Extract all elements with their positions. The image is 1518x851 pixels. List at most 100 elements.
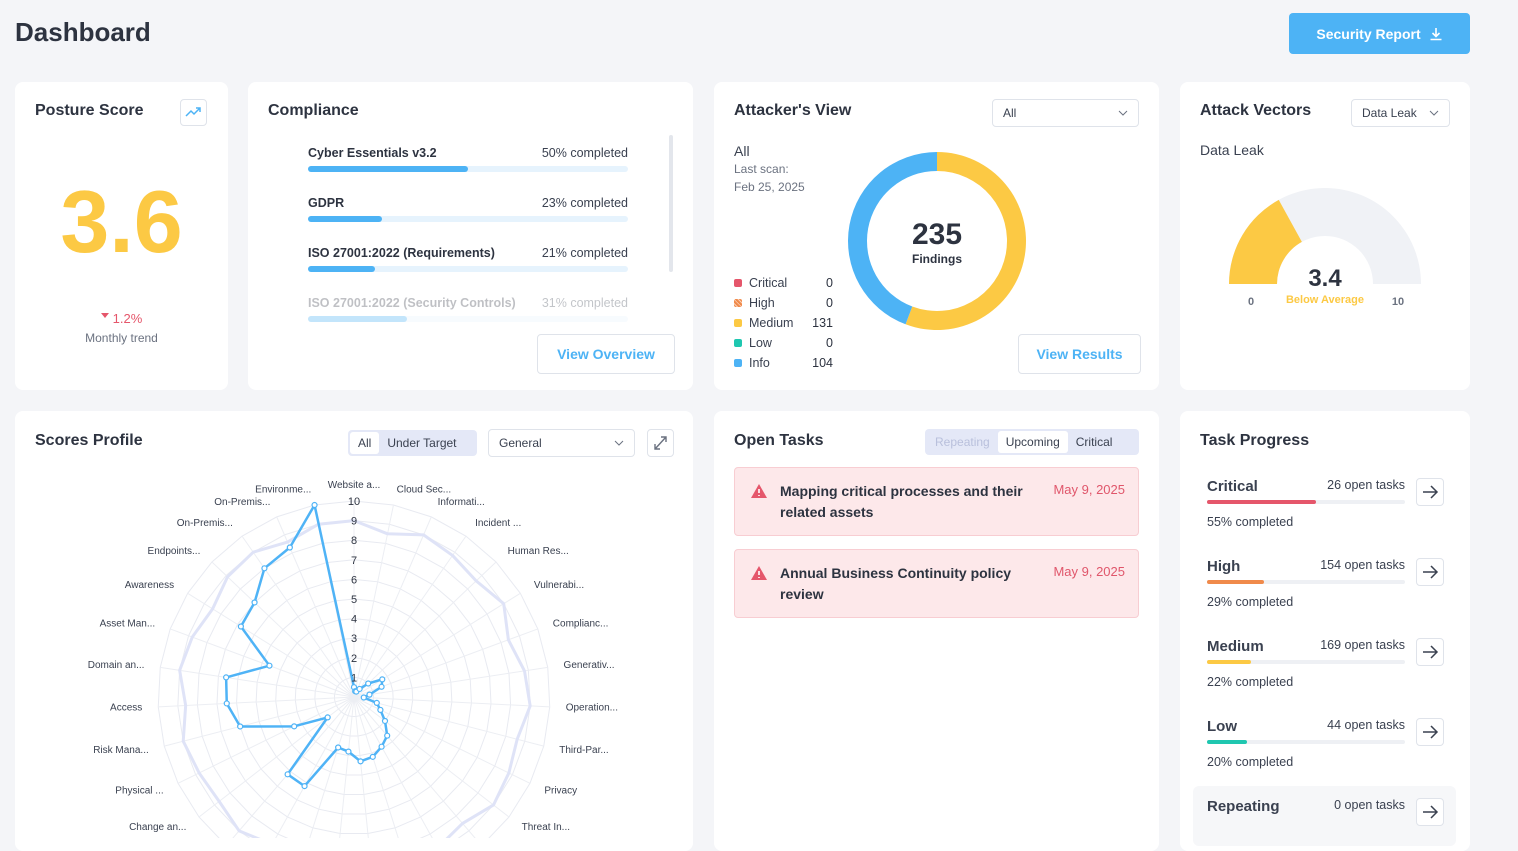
posture-score: 3.6 <box>60 172 183 271</box>
scrollbar <box>669 135 673 272</box>
arrow-button[interactable] <box>1416 718 1444 746</box>
legend-dot <box>734 299 742 307</box>
progress-track <box>1207 740 1405 744</box>
completion-label: 55% completed <box>1207 515 1294 529</box>
vector-subtitle: Data Leak <box>1200 142 1264 158</box>
card-title: Posture Score <box>35 102 144 119</box>
compliance-label: 21% completed <box>541 246 628 260</box>
compliance-name: Cyber Essentials v3.2 <box>308 146 437 160</box>
arrow-icon <box>1423 645 1439 659</box>
download-icon <box>1430 27 1442 40</box>
legend-dot <box>734 279 742 287</box>
warning-icon <box>750 482 768 500</box>
arrow-icon <box>1423 805 1439 819</box>
task-level: High <box>1207 558 1241 575</box>
card-title: Attack Vectors <box>1200 102 1312 119</box>
expand-button[interactable] <box>647 429 674 457</box>
compliance-label: 50% completed <box>541 146 628 160</box>
progress-card <box>1180 411 1470 851</box>
dropdown-value: General <box>499 436 542 450</box>
legend-dot <box>734 339 742 347</box>
legend-dot <box>734 319 742 327</box>
legend-dot <box>734 359 742 367</box>
card-title: Attacker's View <box>734 102 852 119</box>
arrow-button[interactable] <box>1416 798 1444 826</box>
card-title: Scores Profile <box>35 432 143 449</box>
warning-icon <box>750 564 768 582</box>
arrow-button[interactable] <box>1416 558 1444 586</box>
arrow-icon <box>1423 725 1439 739</box>
chevron <box>1118 110 1128 116</box>
legend-value: 131 <box>812 316 833 330</box>
hover-row <box>1193 786 1456 846</box>
tab[interactable]: Upcoming <box>997 431 1068 453</box>
scan-date: Feb 25, 2025 <box>734 180 805 194</box>
legend-value: 104 <box>812 356 833 370</box>
card-title: Open Tasks <box>734 432 824 449</box>
compliance-label: 23% completed <box>541 196 628 210</box>
tab[interactable]: Under Target <box>387 436 457 450</box>
progress-track <box>308 266 628 272</box>
arrow-button[interactable] <box>1416 478 1444 506</box>
legend-name: High <box>749 296 775 310</box>
task-level: Low <box>1207 718 1237 735</box>
scope: All <box>734 143 750 159</box>
arrow-button[interactable] <box>1416 638 1444 666</box>
progress-bar <box>308 266 376 272</box>
chevron <box>1429 110 1439 116</box>
compliance-list: Cyber Essentials v3.2 50% completed GDPR 23… <box>300 135 640 323</box>
progress-bar <box>308 316 408 322</box>
chevron <box>614 440 624 446</box>
scores-card <box>15 411 693 851</box>
card-title: Task Progress <box>1200 432 1310 449</box>
arrow-icon <box>1423 485 1439 499</box>
task-date: May 9, 2025 <box>1053 564 1125 579</box>
progress-bar <box>1207 500 1316 504</box>
task-tabs: Repeating Upcoming Critical <box>925 429 1139 455</box>
progress-track <box>308 166 628 172</box>
vector-dropdown[interactable]: Data Leak <box>1351 99 1450 127</box>
dropdown-value: All <box>1003 106 1017 120</box>
legend-value: 0 <box>826 296 833 310</box>
open-count: 26 open tasks <box>1327 478 1405 492</box>
security-report-button[interactable]: Security Report <box>1289 13 1470 54</box>
task-card <box>734 549 1139 618</box>
profile-dropdown[interactable]: General <box>488 429 635 457</box>
compliance-name: GDPR <box>308 196 345 210</box>
progress-track <box>1207 580 1405 584</box>
tab[interactable]: Repeating <box>935 435 990 449</box>
trend-icon <box>185 107 201 117</box>
down-arrow <box>100 313 109 322</box>
page-title: Dashboard <box>15 17 151 47</box>
legend-name: Medium <box>749 316 794 330</box>
progress-bar <box>1207 740 1247 744</box>
open-count: 0 open tasks <box>1334 798 1405 812</box>
progress-bar <box>1207 660 1251 664</box>
trend-value: 1.2% <box>112 311 143 326</box>
legend-value: 0 <box>826 336 833 350</box>
task-text: Annual Business Continuity policy review <box>780 565 1012 602</box>
dropdown-value: Data Leak <box>1362 106 1417 120</box>
view-results-button[interactable]: View Results <box>1018 334 1141 374</box>
trend: 1.2% <box>15 311 228 326</box>
button-label: Security Report <box>1316 25 1421 42</box>
warning-glyph <box>751 484 767 498</box>
progress-bar <box>308 216 382 222</box>
card-title: Compliance <box>268 102 359 119</box>
view-overview-button[interactable]: View Overview <box>537 334 675 374</box>
findings-label: Findings <box>912 252 962 266</box>
legend-name: Low <box>749 336 772 350</box>
expand-icon <box>654 436 667 450</box>
task-text: Mapping critical processes and their rel… <box>780 483 1023 520</box>
tab[interactable]: Critical <box>1075 435 1113 449</box>
trend-icon-button[interactable] <box>180 99 207 126</box>
vectors-card <box>1180 82 1470 390</box>
completion-label: 20% completed <box>1207 755 1294 769</box>
progress-bar <box>1207 580 1265 584</box>
score-tabs: All Under Target <box>348 430 477 456</box>
warning-glyph <box>751 566 767 580</box>
compliance-label: 31% completed <box>541 296 628 310</box>
tab[interactable]: All <box>350 432 380 454</box>
filter-dropdown[interactable]: All <box>992 99 1139 127</box>
